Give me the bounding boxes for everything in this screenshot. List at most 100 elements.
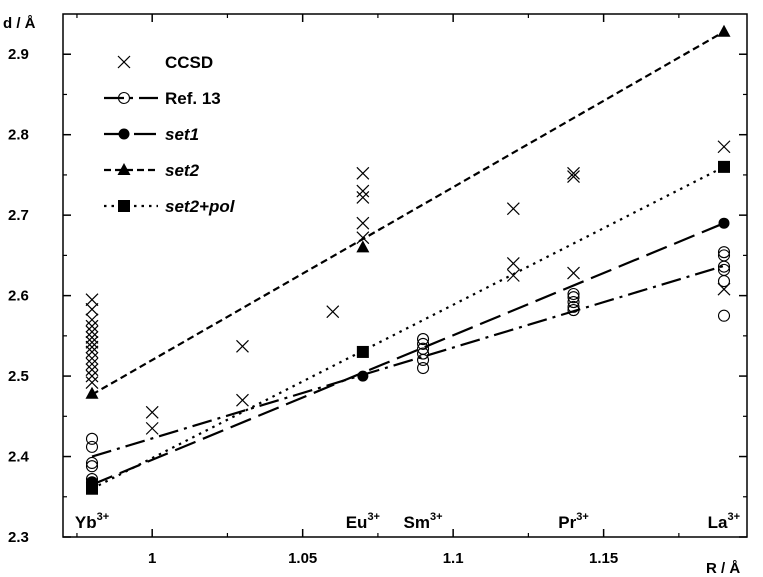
- ccsd-point: [506, 257, 520, 270]
- ref-13-point: [717, 275, 731, 288]
- ccsd-point: [717, 140, 731, 154]
- ion-symbol: Pr: [558, 513, 576, 532]
- ref-13-point: [717, 260, 731, 273]
- ion-charge: 3+: [430, 511, 443, 523]
- ion-label-la: La3+: [708, 511, 740, 532]
- ref-13-point: [85, 440, 99, 453]
- data-points: [85, 24, 731, 495]
- y-tick-label: 2.3: [8, 529, 29, 546]
- y-tick-label: 2.8: [8, 127, 29, 144]
- ccsd-point-stroke: [356, 166, 370, 180]
- ccsd-point-stroke: [85, 376, 99, 389]
- legend-item-set2: set2: [104, 161, 200, 180]
- ref-13-point: [717, 309, 731, 322]
- ion-charge: 3+: [367, 511, 380, 523]
- ref-13-point: [85, 460, 99, 473]
- legend-marker: [117, 91, 131, 105]
- ref-13-point: [416, 333, 430, 346]
- ccsd-point-stroke: [85, 293, 99, 307]
- ccsd-point-stroke: [356, 216, 370, 230]
- legend-item-ref-13: Ref. 13: [104, 89, 221, 108]
- legend-marker-stroke: [117, 55, 131, 69]
- ccsd-point-stroke: [236, 393, 249, 407]
- ion-label-yb: Yb3+: [75, 511, 109, 532]
- ccsd-point: [145, 405, 159, 419]
- legend-item-ccsd: CCSD: [117, 53, 213, 72]
- ccsd-point-stroke: [85, 302, 99, 316]
- ccsd-point: [567, 266, 580, 280]
- ion-label-sm: Sm3+: [404, 511, 443, 532]
- y-tick-label: 2.9: [8, 46, 29, 63]
- ccsd-point-stroke: [567, 166, 580, 180]
- ref-13-point: [416, 347, 430, 360]
- legend-label: set2: [165, 161, 200, 180]
- ccsd-point-stroke: [567, 170, 580, 183]
- ccsd-point: [85, 340, 99, 354]
- ref-13-point: [567, 296, 580, 309]
- ion-symbol: Yb: [75, 513, 97, 532]
- ccsd-point-stroke: [567, 266, 580, 280]
- ccsd-point-stroke: [145, 405, 159, 419]
- ion-symbol: Eu: [346, 513, 368, 532]
- ion-label-pr: Pr3+: [558, 511, 589, 532]
- y-tick-label: 2.4: [8, 449, 30, 466]
- ccsd-point-stroke: [85, 351, 99, 365]
- set2-pol-point: [356, 345, 369, 358]
- ccsd-point: [236, 393, 249, 407]
- ccsd-point-stroke: [85, 363, 99, 377]
- x-tick-label: 1: [148, 550, 156, 567]
- ref-13-point: [85, 432, 99, 445]
- set2-pol-point: [718, 160, 730, 173]
- ccsd-point: [326, 305, 340, 319]
- ccsd-point: [85, 335, 99, 349]
- y-tick-label: 2.7: [8, 207, 29, 224]
- ref-13-point: [567, 287, 580, 301]
- ref-13-point: [416, 337, 430, 350]
- legend: CCSD Ref. 13 set1 set2 set2+pol: [104, 53, 236, 216]
- ccsd-point: [85, 331, 99, 344]
- ccsd-point-stroke: [85, 357, 99, 371]
- ccsd-point-stroke: [85, 319, 99, 333]
- ccsd-point: [567, 170, 580, 183]
- ref-13-point: [416, 353, 430, 367]
- ccsd-point: [567, 166, 580, 180]
- ion-label-eu: Eu3+: [346, 511, 380, 532]
- x-axis-label: R / Å: [706, 560, 740, 577]
- x-tick-label: 1.15: [589, 550, 618, 567]
- ccsd-point: [356, 191, 370, 204]
- set2-pol-fit-line: [91, 165, 725, 490]
- axes: 1 1.05 1.1 1.15 2.3 2.4 2.5 2.6 2.7 2.8 2.9: [8, 14, 747, 567]
- set2-point: [85, 386, 99, 399]
- ref-13-point: [85, 456, 99, 470]
- ccsd-point-stroke: [85, 313, 99, 327]
- ccsd-point-stroke: [506, 202, 520, 216]
- ccsd-point: [85, 376, 99, 389]
- ccsd-point-stroke: [506, 269, 520, 282]
- ccsd-point-stroke: [85, 369, 99, 383]
- ref-13-point: [567, 291, 580, 304]
- set1-point: [357, 370, 369, 382]
- legend-marker: [118, 128, 130, 140]
- legend-marker: [117, 163, 131, 175]
- ccsd-point: [236, 339, 249, 353]
- ccsd-point: [506, 202, 520, 216]
- y-axis-label: d / Å: [3, 15, 36, 32]
- ccsd-point-stroke: [85, 340, 99, 354]
- ccsd-point: [85, 313, 99, 327]
- ion-charge: 3+: [576, 511, 589, 523]
- ref-13-point: [567, 300, 580, 313]
- ref-13-point: [567, 304, 580, 317]
- legend-item-set1: set1: [104, 125, 199, 144]
- ccsd-point: [85, 325, 99, 339]
- ccsd-point: [85, 369, 99, 383]
- legend-item-set2-pol: set2+pol: [104, 197, 236, 216]
- legend-marker: [117, 55, 131, 69]
- legend-label: set1: [165, 125, 199, 144]
- plot-frame: [62, 13, 748, 538]
- ccsd-point: [85, 293, 99, 307]
- ccsd-point: [356, 216, 370, 230]
- y-tick-label: 2.5: [8, 368, 29, 385]
- ion-charge: 3+: [727, 511, 740, 523]
- ccsd-point: [356, 231, 370, 245]
